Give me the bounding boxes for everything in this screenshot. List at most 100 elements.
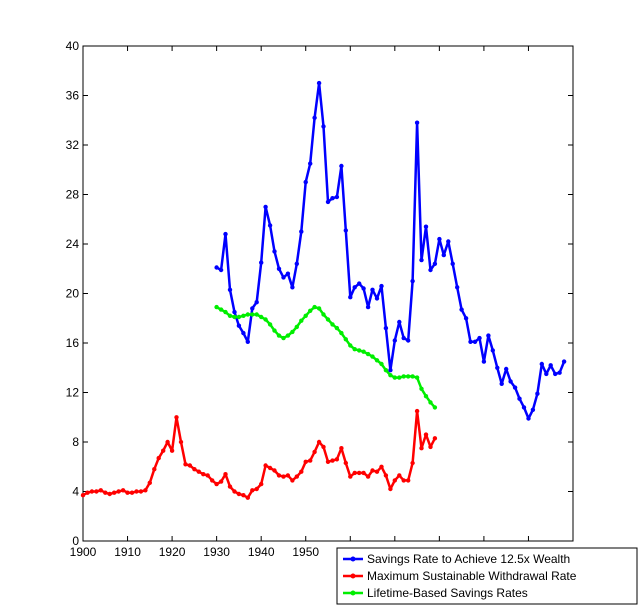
legend-label: Lifetime-Based Savings Rates [367,586,528,600]
x-tick-label: 1920 [159,545,186,559]
data-point [419,257,424,263]
data-point [432,405,438,410]
data-point [414,375,420,380]
y-tick-label: 12 [66,386,80,400]
data-point [201,472,206,477]
series-2 [80,408,438,500]
data-point [223,309,228,315]
data-point [517,396,522,401]
data-point [352,470,357,476]
y-tick-label: 40 [66,39,80,53]
data-point [281,335,286,341]
data-point [334,194,340,200]
data-point [357,281,362,286]
data-point [285,333,291,338]
y-tick-label: 20 [66,287,80,301]
data-point [290,285,295,290]
x-tick-label: 1950 [292,545,319,559]
data-point [312,304,317,310]
data-point [272,328,277,333]
data-point [165,439,170,445]
data-point [267,465,273,471]
legend-swatch-marker [350,590,356,596]
legend-box [336,547,638,605]
data-point [227,287,233,292]
data-point [254,312,259,317]
data-point [218,479,224,484]
data-point [481,359,487,364]
data-point [512,385,518,390]
data-point [308,458,313,463]
data-point [486,333,491,338]
data-point [361,349,366,354]
data-point [392,375,397,380]
data-point [330,322,335,327]
data-point [414,408,420,414]
data-point [504,366,509,372]
data-point [227,484,233,489]
data-point [161,448,166,453]
data-point [388,373,393,378]
data-point [241,330,246,336]
data-point [432,436,438,441]
data-point [236,323,242,328]
x-tick-label: 1930 [203,545,230,559]
data-point [103,490,108,495]
data-point [392,478,397,483]
data-point [245,312,250,317]
data-point [267,322,273,327]
data-point [561,359,567,364]
data-point [290,478,295,483]
data-point [397,375,402,380]
data-point [214,304,219,310]
data-point [134,489,139,494]
data-point [245,339,250,344]
data-point [316,306,322,311]
data-point [334,457,340,462]
data-point [397,319,402,325]
data-point [383,368,389,373]
data-point [156,455,161,461]
data-point [325,199,331,205]
data-point [250,488,255,493]
data-point [196,469,201,474]
y-tick-label: 36 [66,89,80,103]
data-point [348,343,353,348]
data-point [303,179,308,185]
data-point [330,196,335,201]
data-point [370,354,375,359]
data-point [312,115,317,121]
data-point [339,163,344,169]
data-point [254,486,259,492]
data-point [125,490,130,495]
data-point [245,495,250,500]
legend-label: Savings Rate to Achieve 12.5x Wealth [367,552,570,566]
data-point [392,338,397,343]
data-point [397,473,402,478]
data-point [535,391,540,396]
data-point [401,478,406,483]
data-point [241,313,246,318]
data-point [379,283,384,289]
series-3 [214,304,438,410]
data-point [303,313,308,318]
data-point [343,228,348,233]
data-point [406,478,411,483]
data-point [223,231,228,237]
data-point [455,285,460,290]
data-point [290,329,295,335]
data-point [446,239,451,244]
data-point [530,407,536,412]
data-point [348,295,353,300]
data-point [254,300,259,305]
data-point [419,446,424,451]
data-point [263,204,268,210]
data-point [330,458,335,463]
data-point [343,337,348,342]
data-point [316,80,322,86]
data-point [263,463,268,468]
data-point [272,468,277,473]
data-point [299,229,304,234]
data-point [178,439,184,445]
